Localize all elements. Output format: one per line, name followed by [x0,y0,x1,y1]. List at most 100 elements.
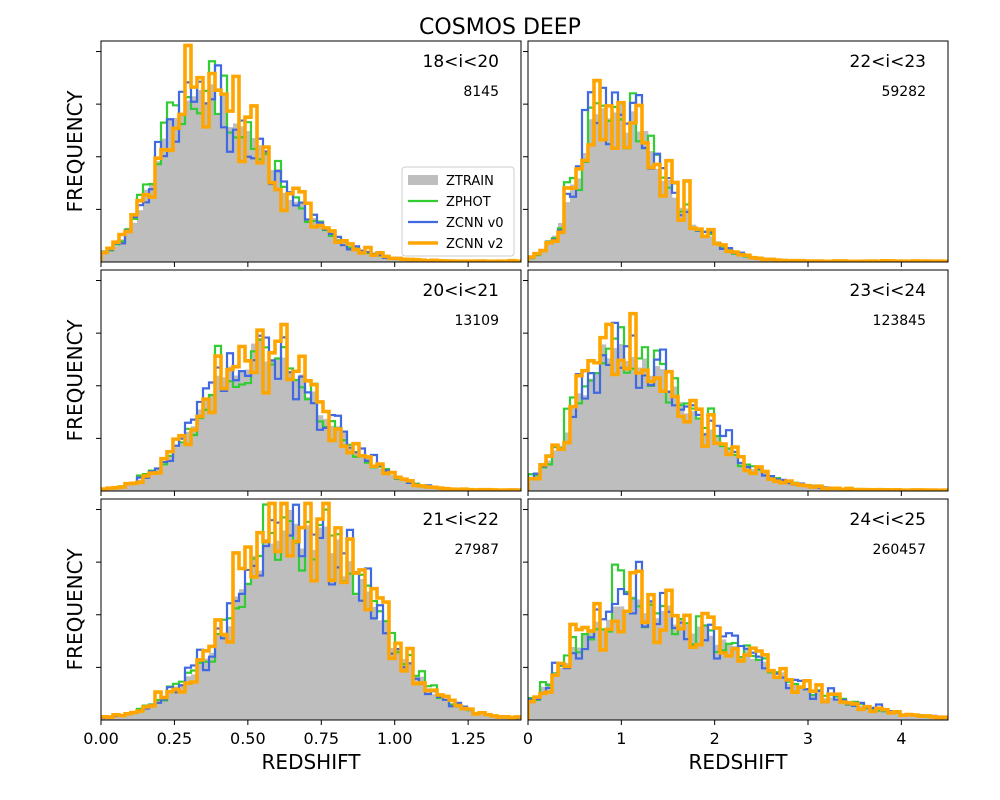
ztrain-bar [582,633,589,720]
x-axis-label: REDSHIFT [689,750,789,774]
ztrain-bar [323,418,330,491]
series-zcnn-v0 [528,560,948,720]
ztrain-bar [167,457,174,491]
ztrain-bar [269,543,276,720]
ztrain-bar [371,606,378,720]
ztrain-bar [600,108,607,262]
ztrain-bar [167,118,174,262]
ztrain-bar [335,426,342,491]
ztrain-bar [726,644,733,720]
x-tick-label: 1 [616,729,626,748]
ztrain-bar [209,84,216,262]
ztrain-bar [371,254,378,262]
ztrain-bar [395,258,402,262]
panel-magnitude-range: 20<i<21 [423,281,499,301]
x-tick-label: 2 [710,729,720,748]
series-zcnn-v2 [101,43,521,262]
ztrain-bar [347,447,354,491]
ztrain-bar [305,525,312,720]
ztrain-bar [834,699,841,720]
ztrain-bar [714,644,721,720]
ztrain-bar [287,509,294,720]
ztrain-bar [299,374,306,491]
ztrain-bar [612,606,619,720]
x-axis-label: REDSHIFT [262,750,362,774]
ztrain-bar [756,468,763,491]
ztrain-bar [149,182,156,262]
ztrain-bar [792,683,799,720]
ztrain-bar [774,677,781,720]
ztrain-bar [221,94,228,262]
ztrain-bar [780,672,787,720]
ztrain-bar [684,624,691,720]
ztrain-bar [233,596,240,720]
ztrain-bars [528,596,948,720]
panel-magnitude-range: 24<i<25 [850,510,926,530]
ztrain-bar [353,248,360,262]
ztrain-bar [744,463,751,491]
ztrain-bar [401,658,408,720]
ztrain-bar [576,393,583,491]
ztrain-bar [642,358,649,491]
ztrain-bar [792,483,799,491]
ztrain-bar [702,432,709,491]
ztrain-bar [473,712,480,720]
ztrain-bar [125,485,132,491]
ztrain-bar [624,611,631,720]
ztrain-bar [894,712,901,720]
ztrain-bar [732,454,739,491]
x-tick-label: 0.50 [230,729,266,748]
ztrain-bar [606,619,613,720]
ztrain-bar [720,443,727,491]
legend-label: ZCNN v0 [446,216,504,231]
ztrain-bar [786,481,793,491]
ztrain-bar [281,192,288,262]
ztrain-bar [780,480,787,491]
ztrain-bar [257,145,264,262]
ztrain-bar [143,475,150,491]
ztrain-bar [534,697,541,720]
ztrain-bar [624,360,631,491]
ztrain-bar [263,361,270,491]
ztrain-bar [540,468,547,491]
ztrain-bar [455,704,462,720]
ztrain-bar [407,482,414,491]
ztrain-bar [257,338,264,491]
ztrain-bar [263,539,270,720]
ztrain-bar [642,613,649,720]
ztrain-bar [726,250,733,262]
ztrain-bar [714,244,721,262]
ztrain-bar [245,582,252,720]
ztrain-bar [666,605,673,720]
ztrain-bar [167,692,174,720]
ztrain-bar [143,189,150,262]
ztrain-bar [666,390,673,491]
ztrain-bar [756,658,763,720]
ztrain-bar [305,397,312,491]
ztrain-bar [287,199,294,262]
panel-frame [527,40,949,263]
ztrain-bar [485,714,492,720]
ztrain-bar [654,366,661,491]
ztrain-bar [876,709,883,720]
ztrain-bar [401,480,408,491]
ztrain-bar [377,468,384,491]
ztrain-bar [197,658,204,720]
ztrain-bar [804,688,811,720]
ztrain-bar [197,409,204,491]
ztrain-bar [642,130,649,262]
ztrain-bar [275,357,282,491]
ztrain-bar [293,201,300,262]
ztrain-bar [540,686,547,720]
ztrain-bar [407,662,414,720]
ztrain-bar [546,243,553,262]
ztrain-bar [155,700,162,720]
ztrain-bar [143,707,150,720]
ztrain-bar [702,234,709,262]
ztrain-bar [317,527,324,720]
ztrain-bar [425,688,432,720]
ztrain-bar [690,224,697,262]
ztrain-bar [353,451,360,491]
ztrain-bar [179,685,186,720]
